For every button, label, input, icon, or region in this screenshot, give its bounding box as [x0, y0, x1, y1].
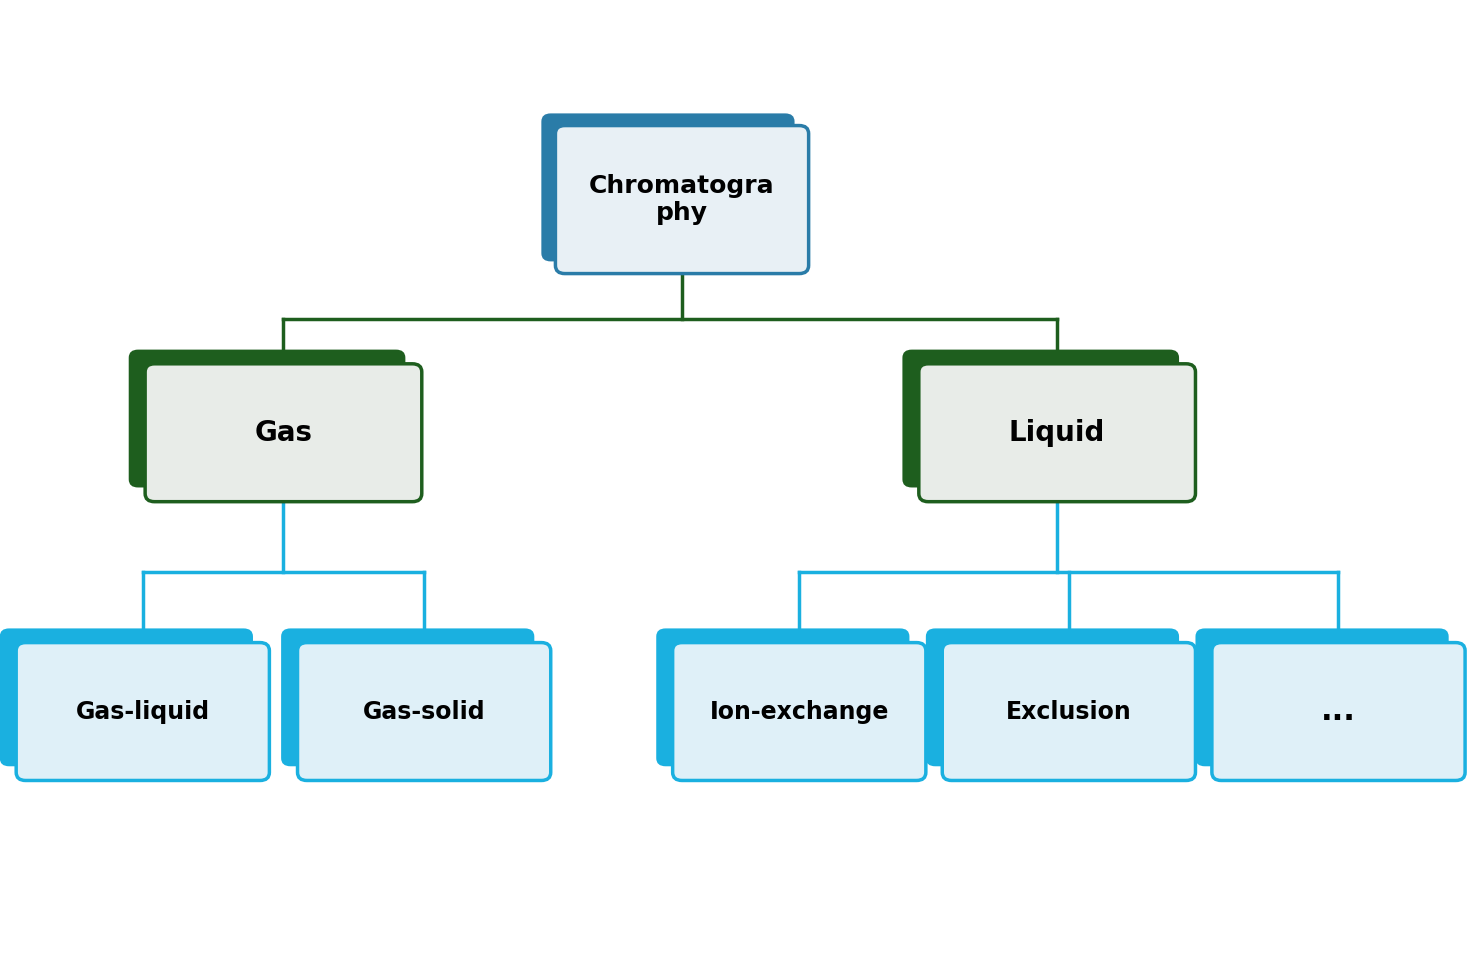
- Text: Ion-exchange: Ion-exchange: [709, 700, 890, 724]
- FancyBboxPatch shape: [129, 350, 405, 488]
- FancyBboxPatch shape: [16, 643, 270, 781]
- FancyBboxPatch shape: [903, 350, 1179, 488]
- FancyBboxPatch shape: [926, 628, 1179, 766]
- FancyBboxPatch shape: [942, 643, 1195, 781]
- FancyBboxPatch shape: [919, 363, 1195, 501]
- FancyBboxPatch shape: [0, 628, 252, 766]
- FancyBboxPatch shape: [672, 643, 926, 781]
- FancyBboxPatch shape: [542, 113, 794, 262]
- Text: Chromatogra
phy: Chromatogra phy: [589, 174, 775, 226]
- FancyBboxPatch shape: [145, 363, 421, 501]
- Text: Liquid: Liquid: [1009, 419, 1105, 446]
- FancyBboxPatch shape: [555, 126, 809, 274]
- FancyBboxPatch shape: [1195, 628, 1449, 766]
- FancyBboxPatch shape: [280, 628, 534, 766]
- Text: Gas: Gas: [254, 419, 313, 446]
- Text: Gas-liquid: Gas-liquid: [76, 700, 210, 724]
- Text: Gas-solid: Gas-solid: [363, 700, 486, 724]
- FancyBboxPatch shape: [1213, 643, 1465, 781]
- Text: ...: ...: [1321, 697, 1356, 726]
- Text: Exclusion: Exclusion: [1006, 700, 1132, 724]
- FancyBboxPatch shape: [298, 643, 550, 781]
- FancyBboxPatch shape: [656, 628, 910, 766]
